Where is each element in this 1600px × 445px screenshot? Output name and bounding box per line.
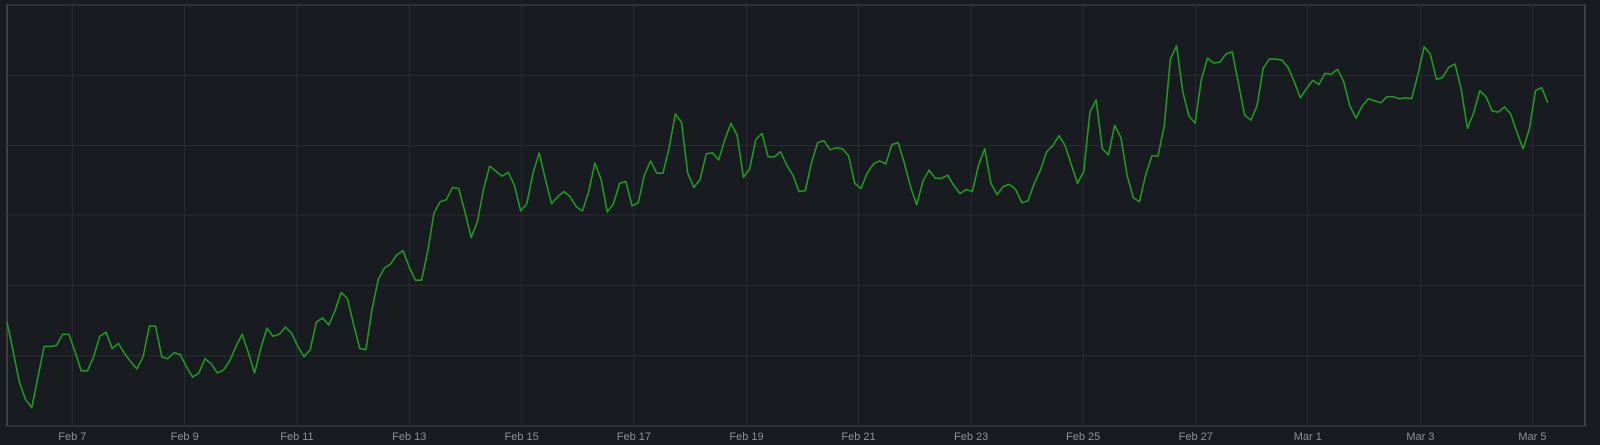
x-tick-label: Mar 5 [1518, 431, 1546, 443]
x-tick-label: Feb 9 [171, 431, 199, 443]
x-tick-label: Feb 11 [280, 431, 313, 443]
x-tick-label: Feb 15 [505, 431, 539, 443]
x-tick-label: Mar 3 [1406, 431, 1434, 443]
x-tick-label: Feb 13 [392, 431, 426, 443]
x-tick-label: Feb 23 [954, 431, 988, 443]
x-tick-label: Feb 25 [1066, 431, 1100, 443]
plot-frame [6, 4, 1586, 427]
x-tick-label: Feb 19 [729, 431, 763, 443]
x-tick-label: Mar 1 [1294, 431, 1322, 443]
x-tick-label: Feb 7 [58, 431, 86, 443]
x-tick-label: Feb 17 [617, 431, 651, 443]
x-tick-label: Feb 27 [1179, 431, 1213, 443]
x-tick-label: Feb 21 [841, 431, 875, 443]
line-series [6, 44, 1549, 409]
